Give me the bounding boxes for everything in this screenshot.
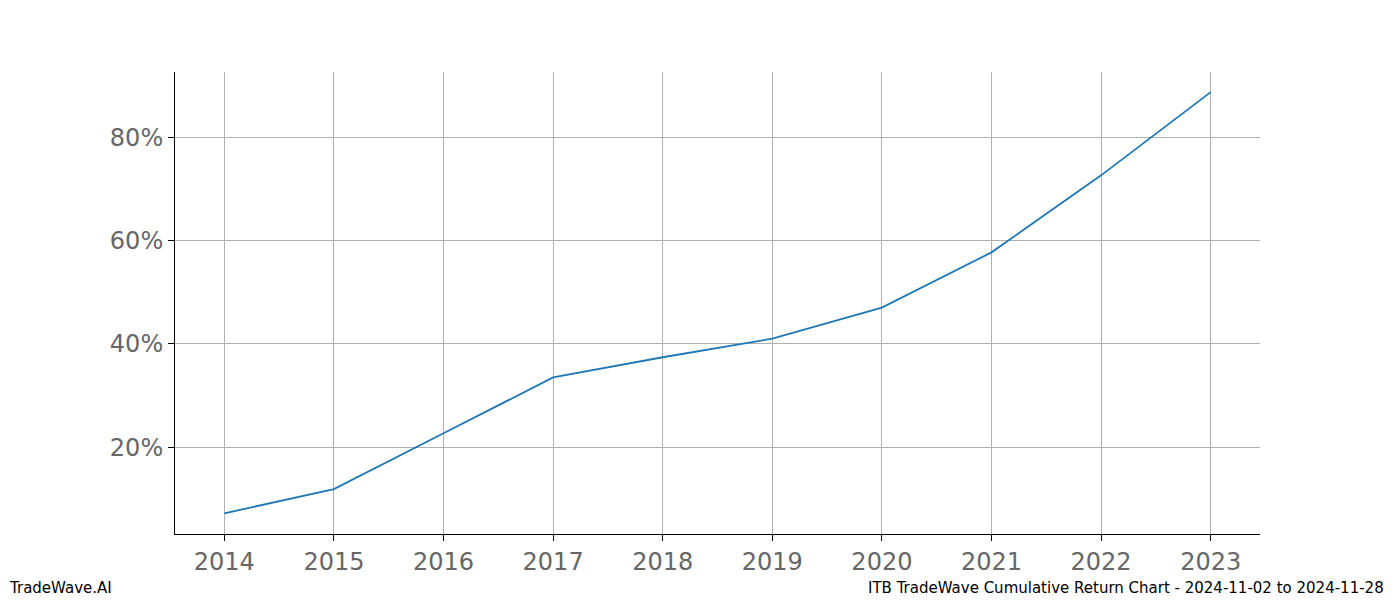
- svg-text:2022: 2022: [1071, 548, 1132, 576]
- svg-text:2018: 2018: [632, 548, 693, 576]
- svg-text:2023: 2023: [1180, 548, 1241, 576]
- svg-text:80%: 80%: [110, 124, 163, 152]
- svg-text:2016: 2016: [413, 548, 474, 576]
- svg-text:2015: 2015: [303, 548, 364, 576]
- svg-text:2021: 2021: [961, 548, 1022, 576]
- svg-text:20%: 20%: [110, 434, 163, 462]
- svg-text:ITB TradeWave Cumulative Retur: ITB TradeWave Cumulative Return Chart - …: [868, 579, 1384, 597]
- svg-text:TradeWave.AI: TradeWave.AI: [9, 579, 112, 597]
- svg-text:60%: 60%: [110, 227, 163, 255]
- svg-text:2019: 2019: [742, 548, 803, 576]
- svg-text:40%: 40%: [110, 330, 163, 358]
- svg-text:2017: 2017: [523, 548, 584, 576]
- svg-text:2020: 2020: [851, 548, 912, 576]
- svg-text:2014: 2014: [194, 548, 255, 576]
